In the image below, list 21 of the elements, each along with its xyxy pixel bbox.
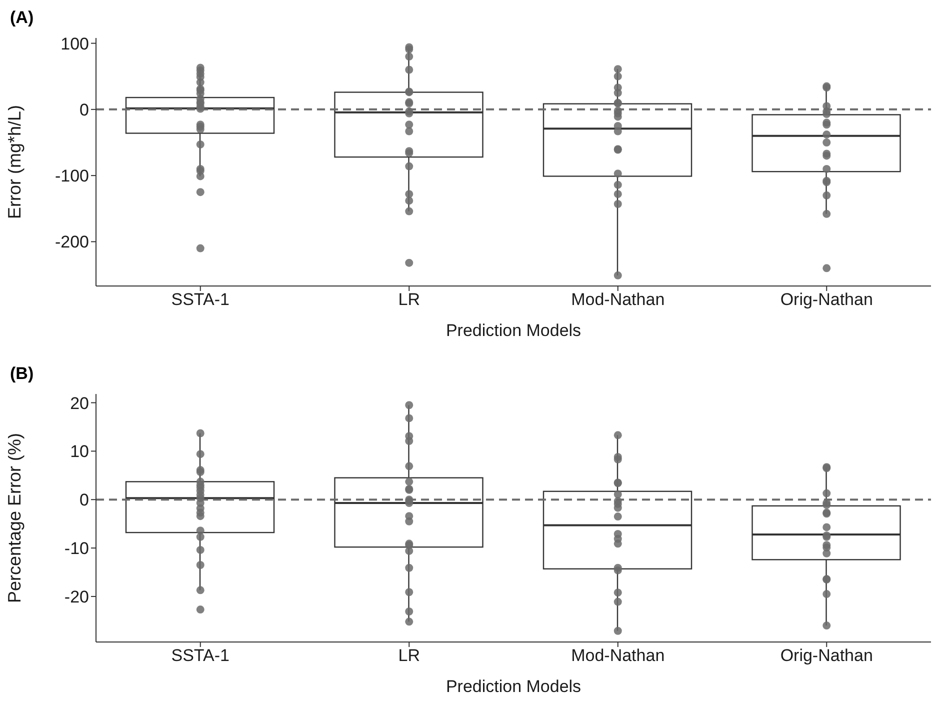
- y-tick-label: 100: [60, 34, 89, 54]
- chart-title: (B): [9, 364, 35, 385]
- x-tick-label: Orig-Nathan: [780, 646, 873, 666]
- x-tick-label: Orig-Nathan: [780, 290, 873, 310]
- y-tick-label: 0: [80, 490, 89, 510]
- x-tick-label: Mod-Nathan: [571, 646, 665, 666]
- y-tick-label: -100: [54, 166, 89, 186]
- x-tick-label: Mod-Nathan: [571, 290, 665, 310]
- x-tick-label: LR: [398, 646, 420, 666]
- x-tick-label: SSTA-1: [171, 290, 230, 310]
- x-tick-label: SSTA-1: [171, 646, 230, 666]
- y-tick-label: -20: [64, 588, 89, 607]
- y-tick-label: -200: [54, 232, 89, 252]
- y-tick-label: 20: [70, 394, 89, 413]
- y-tick-label: 0: [80, 100, 89, 120]
- x-tick-label: LR: [398, 290, 420, 310]
- x-axis-title: Prediction Models: [446, 677, 582, 696]
- chart-title: (A): [9, 8, 35, 29]
- y-tick-label: 10: [70, 442, 89, 462]
- x-axis-title: Prediction Models: [446, 321, 582, 340]
- y-tick-label: -10: [64, 539, 89, 558]
